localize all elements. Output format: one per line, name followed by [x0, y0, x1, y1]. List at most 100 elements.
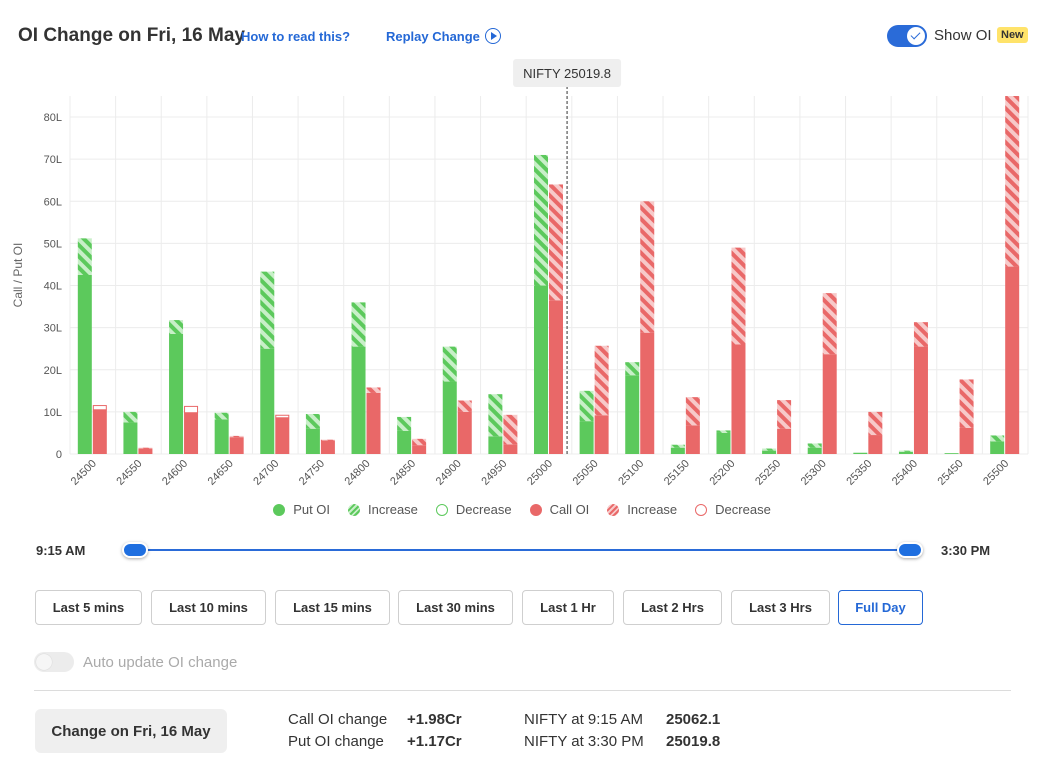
x-tick-label: 24550 [114, 458, 144, 488]
range-button-last-30-mins[interactable]: Last 30 mins [398, 590, 513, 625]
legend-put-decrease[interactable]: Decrease [435, 502, 512, 517]
y-tick-label: 10L [44, 407, 62, 419]
new-badge: New [997, 27, 1028, 43]
put-increase-bar [716, 430, 731, 433]
call-oi-bar [822, 354, 837, 454]
spot-price-box [513, 59, 622, 87]
slider-start-handle[interactable] [122, 542, 148, 558]
range-button-last-15-mins[interactable]: Last 15 mins [275, 590, 390, 625]
put-increase-bar [214, 412, 229, 420]
call-oi-bar [913, 346, 928, 454]
call-decrease-bar [275, 414, 290, 419]
slider-end-handle[interactable] [897, 542, 923, 558]
play-circle-icon[interactable] [485, 28, 501, 44]
legend-label: Call OI [549, 502, 590, 517]
x-tick-label: 25300 [799, 458, 829, 488]
range-button-last-2-hrs[interactable]: Last 2 Hrs [623, 590, 722, 625]
x-tick-label: 25250 [753, 458, 783, 488]
put-oi-bar [351, 346, 366, 454]
x-tick-label: 24600 [160, 458, 190, 488]
put-increase-bar [625, 362, 640, 376]
chart-legend: Put OI Increase Decrease Call OI Increas… [0, 502, 1044, 517]
show-oi-toggle[interactable] [887, 25, 927, 47]
put-oi-bar [260, 348, 275, 454]
put-oi-bar [77, 275, 92, 454]
put-oi-bar [214, 419, 229, 454]
y-tick-label: 20L [44, 365, 62, 377]
legend-label: Put OI [293, 502, 331, 517]
legend-put-increase[interactable]: Increase [348, 502, 418, 517]
show-oi-label: Show OI [934, 27, 992, 44]
y-tick-label: 40L [44, 281, 62, 293]
put-oi-bar [397, 430, 412, 454]
legend-call-decrease[interactable]: Decrease [695, 502, 771, 517]
x-tick-label: 25200 [707, 458, 737, 488]
call-oi-bar [640, 332, 655, 454]
x-tick-label: 24850 [388, 458, 418, 488]
call-oi-bar [92, 409, 107, 454]
call-decrease-bar [184, 405, 199, 414]
legend-put-oi[interactable]: Put OI [273, 502, 330, 517]
legend-call-increase[interactable]: Increase [607, 502, 677, 517]
call-oi-bar [503, 444, 518, 454]
call-increase-bar [229, 435, 244, 438]
spot-price-label: NIFTY 25019.8 [523, 66, 611, 81]
range-button-last-3-hrs[interactable]: Last 3 Hrs [731, 590, 830, 625]
range-button-last-5-mins[interactable]: Last 5 mins [35, 590, 142, 625]
put-oi-bar [944, 453, 959, 454]
nifty-start-value: 25062.1 [666, 711, 721, 728]
put-oi-bar [625, 375, 640, 454]
legend-label: Increase [627, 502, 678, 517]
call-increase-bar [412, 438, 427, 446]
call-increase-bar [822, 293, 837, 355]
x-tick-label: 24500 [69, 458, 99, 488]
x-tick-label: 25400 [890, 458, 920, 488]
range-button-full-day[interactable]: Full Day [838, 590, 923, 625]
call-decrease-swatch [695, 503, 708, 516]
put-oi-bar [716, 432, 731, 454]
put-oi-bar [442, 381, 457, 454]
call-increase-bar [1005, 96, 1020, 267]
call-increase-bar [640, 201, 655, 333]
call-oi-bar [229, 437, 244, 454]
range-button-last-1-hr[interactable]: Last 1 Hr [522, 590, 614, 625]
y-tick-label: 0 [56, 449, 62, 461]
call-oi-bar [731, 344, 746, 454]
legend-label: Increase [368, 502, 418, 517]
x-tick-label: 24700 [251, 458, 281, 488]
call-increase-bar [594, 345, 609, 416]
call-increase-bar [913, 322, 928, 347]
auto-update-toggle[interactable] [34, 652, 74, 672]
x-tick-label: 24650 [206, 458, 236, 488]
put-oi-bar [534, 285, 548, 454]
range-button-last-10-mins[interactable]: Last 10 mins [151, 590, 266, 625]
replay-change-link[interactable]: Replay Change [386, 29, 480, 44]
x-tick-label: 24900 [434, 458, 464, 488]
put-increase-bar [397, 416, 412, 431]
time-slider-track[interactable] [135, 549, 911, 551]
y-tick-label: 50L [44, 238, 62, 250]
call-oi-bar [868, 435, 883, 454]
x-tick-label: 25000 [525, 458, 555, 488]
call-increase-bar [457, 400, 472, 412]
toggle-knob [36, 654, 52, 670]
how-to-read-link[interactable]: How to read this? [241, 29, 351, 44]
put-oi-bar [305, 428, 320, 454]
call-increase-bar [366, 387, 381, 393]
put-increase-bar [990, 435, 1005, 442]
put-oi-bar [807, 447, 822, 454]
legend-call-oi[interactable]: Call OI [529, 502, 590, 517]
put-oi-bar [853, 452, 868, 454]
change-on-date-button[interactable]: Change on Fri, 16 May [35, 709, 227, 753]
put-increase-bar [169, 320, 184, 334]
put-oi-bar [898, 451, 913, 454]
call-oi-swatch [529, 503, 542, 516]
put-oi-bar [579, 421, 594, 454]
x-tick-label: 25450 [936, 458, 966, 488]
put-increase-bar [579, 390, 594, 422]
call-oi-bar [184, 412, 199, 454]
put-decrease-swatch [435, 503, 448, 516]
nifty-start-label: NIFTY at 9:15 AM [524, 711, 643, 728]
put-increase-bar [670, 444, 685, 448]
divider [34, 690, 1011, 691]
